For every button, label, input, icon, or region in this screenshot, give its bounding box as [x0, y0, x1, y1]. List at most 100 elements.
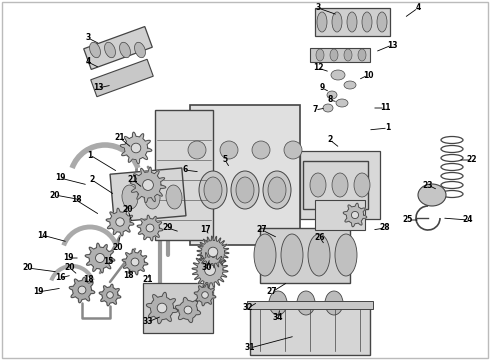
Text: 30: 30 [202, 264, 212, 273]
Ellipse shape [332, 12, 342, 32]
Text: 21: 21 [115, 134, 125, 143]
Bar [250, 305, 370, 355]
Text: 4: 4 [416, 4, 420, 13]
Circle shape [157, 303, 167, 313]
Text: 32: 32 [243, 303, 253, 312]
Ellipse shape [344, 49, 352, 61]
Text: 17: 17 [200, 225, 210, 234]
Polygon shape [300, 151, 380, 219]
Circle shape [131, 143, 141, 153]
Ellipse shape [104, 42, 116, 58]
Text: 18: 18 [71, 195, 81, 204]
Text: 5: 5 [222, 156, 227, 165]
Text: 24: 24 [463, 216, 473, 225]
Text: 19: 19 [55, 174, 65, 183]
Text: 26: 26 [315, 234, 325, 243]
Text: 23: 23 [423, 180, 433, 189]
Text: 20: 20 [23, 264, 33, 273]
Polygon shape [69, 277, 95, 303]
Text: 10: 10 [363, 71, 373, 80]
Polygon shape [84, 27, 152, 69]
Text: 19: 19 [33, 288, 43, 297]
Polygon shape [194, 284, 216, 306]
Circle shape [131, 258, 139, 266]
Text: 4: 4 [85, 58, 91, 67]
Text: 3: 3 [85, 33, 91, 42]
Text: 21: 21 [143, 275, 153, 284]
Ellipse shape [254, 234, 276, 276]
Ellipse shape [347, 12, 357, 32]
Polygon shape [315, 200, 365, 230]
Text: 19: 19 [63, 253, 73, 262]
Ellipse shape [144, 185, 160, 209]
Ellipse shape [344, 81, 356, 89]
Text: 15: 15 [103, 257, 113, 266]
Text: 27: 27 [257, 225, 268, 234]
Ellipse shape [331, 70, 345, 80]
Text: 31: 31 [245, 343, 255, 352]
Ellipse shape [317, 12, 327, 32]
Circle shape [351, 211, 359, 219]
Ellipse shape [310, 173, 326, 197]
Circle shape [78, 286, 86, 294]
Text: 18: 18 [122, 270, 133, 279]
Circle shape [146, 224, 154, 232]
Text: 34: 34 [273, 314, 283, 323]
Ellipse shape [308, 234, 330, 276]
Text: 1: 1 [385, 123, 391, 132]
Circle shape [284, 141, 302, 159]
Text: 22: 22 [467, 156, 477, 165]
Polygon shape [130, 167, 166, 203]
Circle shape [220, 141, 238, 159]
Polygon shape [302, 161, 368, 209]
Ellipse shape [135, 42, 146, 58]
Polygon shape [137, 215, 163, 241]
Ellipse shape [236, 177, 254, 203]
Polygon shape [315, 8, 390, 36]
Ellipse shape [354, 173, 370, 197]
Ellipse shape [204, 177, 222, 203]
Text: 11: 11 [380, 104, 390, 112]
Text: 29: 29 [163, 224, 173, 233]
Ellipse shape [263, 171, 291, 209]
Text: 18: 18 [83, 275, 93, 284]
Ellipse shape [281, 234, 303, 276]
Circle shape [116, 218, 124, 226]
Ellipse shape [297, 291, 315, 315]
Polygon shape [175, 297, 200, 323]
Ellipse shape [166, 185, 182, 209]
Ellipse shape [418, 184, 446, 206]
Ellipse shape [316, 49, 324, 61]
Text: 9: 9 [319, 84, 325, 93]
Polygon shape [343, 203, 367, 227]
Text: 20: 20 [123, 206, 133, 215]
Text: 28: 28 [380, 224, 391, 233]
Bar [155, 110, 213, 240]
Ellipse shape [332, 173, 348, 197]
Text: 2: 2 [89, 175, 95, 184]
Ellipse shape [90, 42, 100, 58]
Ellipse shape [362, 12, 372, 32]
Bar [190, 105, 300, 245]
Text: 33: 33 [143, 318, 153, 327]
Text: 1: 1 [87, 150, 93, 159]
Polygon shape [192, 252, 228, 288]
Text: 16: 16 [55, 274, 65, 283]
Text: 20: 20 [65, 264, 75, 273]
Polygon shape [310, 48, 370, 62]
Text: 2: 2 [327, 135, 333, 144]
Circle shape [202, 292, 208, 298]
Polygon shape [106, 208, 134, 236]
Polygon shape [110, 168, 186, 222]
Polygon shape [99, 284, 121, 306]
Circle shape [143, 180, 153, 190]
Ellipse shape [336, 99, 348, 107]
Polygon shape [85, 243, 115, 273]
Text: 21: 21 [128, 175, 138, 184]
Ellipse shape [325, 291, 343, 315]
Ellipse shape [323, 104, 333, 112]
Ellipse shape [269, 291, 287, 315]
Circle shape [184, 306, 192, 314]
Ellipse shape [120, 42, 130, 58]
Ellipse shape [122, 185, 138, 209]
